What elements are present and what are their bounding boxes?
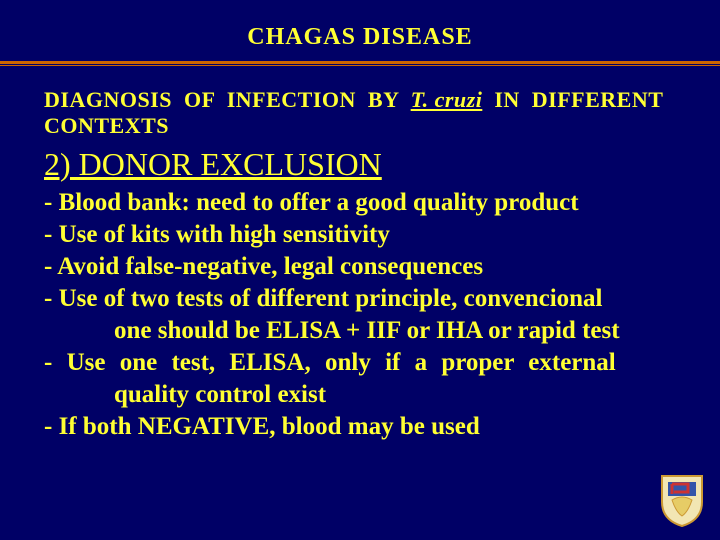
bullet-item: - Avoid false-negative, legal consequenc…	[44, 251, 676, 283]
bullet-list: - Blood bank: need to offer a good quali…	[44, 187, 676, 443]
divider	[0, 61, 720, 67]
bullet-item: one should be ELISA + IIF or IHA or rapi…	[44, 315, 676, 347]
slide: CHAGAS DISEASE DIAGNOSIS OF INFECTION BY…	[0, 0, 720, 540]
bullet-item: quality control exist	[44, 379, 676, 411]
bullet-item: - Use of kits with high sensitivity	[44, 219, 676, 251]
divider-line-main	[0, 61, 720, 64]
subtitle: DIAGNOSIS OF INFECTION BY T. cruzi IN DI…	[44, 87, 676, 140]
section-heading: 2) DONOR EXCLUSION	[44, 146, 676, 183]
subtitle-italic: T. cruzi	[411, 87, 483, 112]
bullet-item: - Blood bank: need to offer a good quali…	[44, 187, 676, 219]
crest-logo-icon	[658, 472, 706, 528]
bullet-item: - Use one test, ELISA, only if a proper …	[44, 347, 676, 379]
bullet-item: - If both NEGATIVE, blood may be used	[44, 411, 676, 443]
subtitle-pre: DIAGNOSIS OF INFECTION BY	[44, 87, 411, 112]
divider-line-thin	[0, 65, 720, 66]
bullet-item: - Use of two tests of different principl…	[44, 283, 676, 315]
slide-title: CHAGAS DISEASE	[44, 24, 676, 51]
